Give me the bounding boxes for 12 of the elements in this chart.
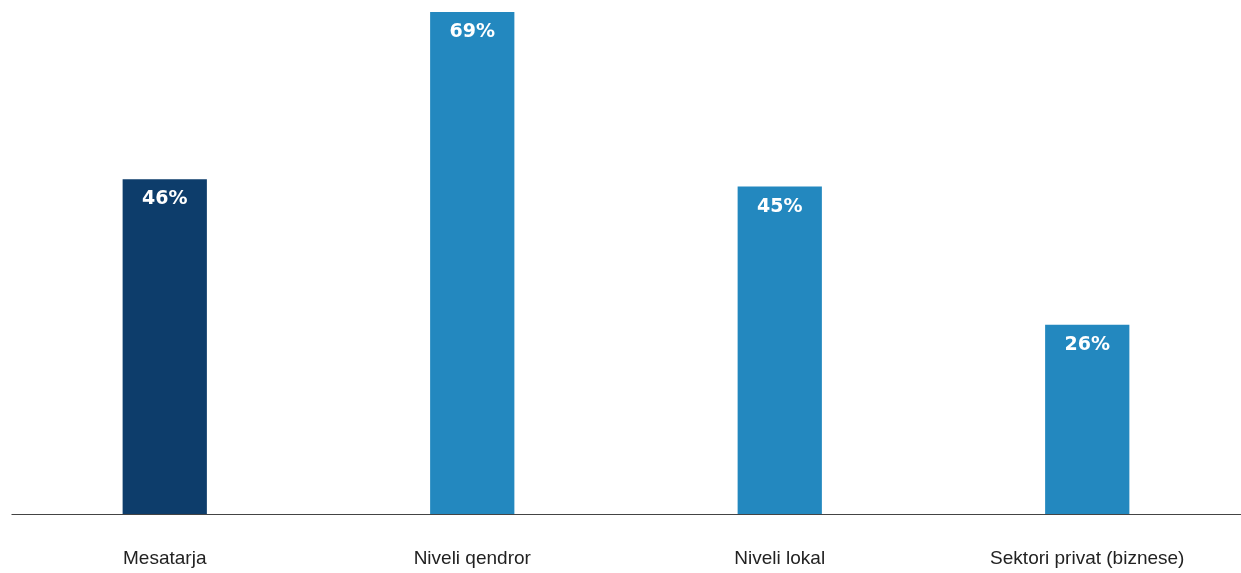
data-label: 45%: [757, 193, 803, 216]
bar: [122, 179, 207, 514]
data-label: 69%: [449, 19, 495, 41]
data-label: 46%: [142, 186, 188, 209]
bar: [430, 12, 515, 514]
x-tick-label: Mesatarja: [123, 546, 207, 568]
data-label: 26%: [1064, 331, 1110, 354]
x-tick-label: Niveli qendror: [413, 546, 532, 568]
bar: [1045, 324, 1130, 514]
x-tick-label: Sektori privat (biznese): [990, 546, 1185, 568]
bar: [737, 186, 822, 514]
x-tick-label: Niveli lokal: [734, 546, 826, 568]
